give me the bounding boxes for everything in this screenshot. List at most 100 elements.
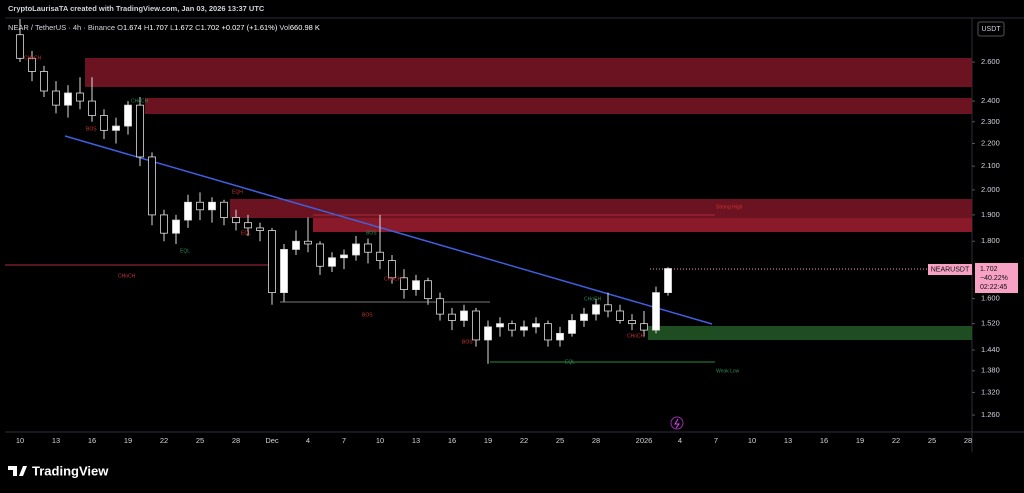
candle-body [184, 201, 192, 221]
y-tick-label: 1.440 [981, 345, 1000, 354]
price-tag-change: −40.22% [980, 275, 1008, 282]
ohlc-value: 1.702 [201, 23, 220, 32]
candle-body [604, 304, 612, 312]
x-tick-label: 22 [892, 436, 900, 445]
price-tag-countdown: 02:22:45 [980, 284, 1007, 291]
candle-body [448, 313, 456, 321]
x-tick-label: 19 [484, 436, 492, 445]
candle-body [244, 222, 252, 229]
candle-body [100, 115, 108, 131]
annotation: Weak Low [716, 368, 740, 374]
annotation: EQL [565, 359, 575, 365]
y-tick-label: 2.200 [981, 138, 1000, 147]
x-tick-label: 25 [556, 436, 564, 445]
candle-body [136, 104, 144, 158]
x-tick-label: 19 [856, 436, 864, 445]
candle-body [316, 243, 324, 267]
price-tag [975, 263, 1018, 293]
candle-body [304, 240, 312, 245]
candle-body [400, 277, 408, 291]
candle-body [652, 292, 660, 331]
y-tick-label: 1.520 [981, 319, 1000, 328]
x-tick-label: 10 [376, 436, 384, 445]
candle-body [160, 214, 168, 234]
x-tick-label: 28 [964, 436, 972, 445]
candle-body [436, 298, 444, 315]
ohlc-value: 1.707 [149, 23, 168, 32]
candle-body [364, 243, 372, 253]
y-tick-label: 2.400 [981, 96, 1000, 105]
event-icon [670, 416, 684, 430]
trendline [64, 135, 713, 325]
ohlc-label: L [170, 23, 174, 32]
annotation: BOS [462, 339, 473, 345]
supply-zone [85, 58, 972, 87]
candle-body [40, 71, 48, 92]
candle-body [568, 320, 576, 334]
annotation: CHoCH [384, 276, 402, 282]
annotation: Strong High [716, 204, 743, 210]
candle-body [412, 280, 420, 291]
ohlc-value: 1.674 [123, 23, 142, 32]
candle-body [388, 260, 396, 279]
x-tick-label: 22 [160, 436, 168, 445]
candle-body [208, 201, 216, 211]
candle-body [376, 251, 384, 261]
candle-body [88, 100, 96, 116]
x-tick-label: 25 [928, 436, 936, 445]
candle-body [496, 323, 504, 328]
x-tick-label: 28 [232, 436, 240, 445]
candle-body [280, 249, 288, 294]
x-tick-label: 7 [714, 436, 718, 445]
candle-body [16, 34, 24, 59]
x-tick-label: 19 [124, 436, 132, 445]
candle-body [148, 156, 156, 216]
candle-body [232, 217, 240, 224]
candle-body [124, 104, 132, 127]
symbol-legend: NEAR / TetherUS · 4h · Binance O1.674 H1… [8, 23, 320, 32]
candle-body [292, 240, 300, 250]
price-tag-symbol: NEARUSDT [931, 266, 970, 273]
candle-body [328, 257, 336, 267]
x-tick-label: Dec [265, 436, 279, 445]
candle-body [352, 243, 360, 256]
annotation: BOS [362, 312, 373, 318]
ohlc-label: O [117, 23, 123, 32]
annotation: EQH [232, 189, 243, 195]
candle-body [628, 320, 636, 325]
supply-zone [145, 98, 972, 114]
y-tick-label: 1.900 [981, 210, 1000, 219]
supply-zone [230, 199, 972, 218]
annotation: CHoCH [584, 296, 602, 302]
x-tick-label: 28 [592, 436, 600, 445]
ohlc-label: C [195, 23, 201, 32]
ohlc-label: H [144, 23, 149, 32]
y-tick-label: 1.800 [981, 236, 1000, 245]
change: +0.027 (+1.61%) [221, 23, 277, 32]
annotation: BOS [366, 230, 377, 236]
annotation: EQL [241, 230, 251, 236]
footer [0, 452, 1024, 493]
candle-body [556, 332, 564, 341]
x-tick-label: 25 [196, 436, 204, 445]
x-tick-label: 13 [784, 436, 792, 445]
price-tag-price: 1.702 [980, 266, 998, 273]
brand-logo [8, 466, 27, 476]
candle-body [460, 310, 468, 321]
annotation: EQL [180, 248, 190, 254]
x-tick-label: 13 [412, 436, 420, 445]
candle-body [592, 304, 600, 315]
annotation: CHoCH [24, 55, 42, 61]
x-tick-label: 2026 [636, 436, 653, 445]
event-icon [674, 418, 680, 429]
x-tick-label: 4 [678, 436, 682, 445]
volume: 660.98 K [290, 23, 320, 32]
ohlc-value: 1.672 [174, 23, 193, 32]
candle-body [28, 57, 36, 72]
y-tick-label: 1.320 [981, 387, 1000, 396]
y-tick-label: 1.260 [981, 410, 1000, 419]
x-tick-label: 16 [88, 436, 96, 445]
brand: TradingView [32, 463, 109, 478]
annotation: CHoCH [627, 333, 645, 339]
